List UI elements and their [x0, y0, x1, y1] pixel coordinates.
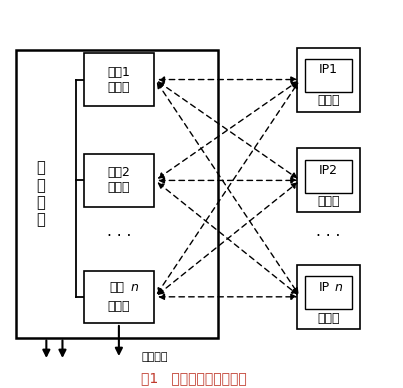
Bar: [305, 276, 351, 310]
Text: IP2: IP2: [319, 164, 338, 177]
Text: 包装器: 包装器: [317, 312, 340, 325]
Bar: [297, 148, 360, 213]
Bar: [84, 271, 154, 323]
Text: 策略2
状态机: 策略2 状态机: [108, 166, 130, 194]
Text: IP: IP: [319, 281, 330, 294]
Text: n: n: [130, 281, 138, 294]
Bar: [297, 265, 360, 329]
Text: 策略1
状态机: 策略1 状态机: [108, 66, 130, 94]
Bar: [84, 154, 154, 206]
Text: 包装器: 包装器: [317, 94, 340, 107]
Bar: [305, 59, 351, 92]
Text: · · ·: · · ·: [107, 229, 131, 244]
Text: n: n: [334, 281, 343, 294]
Text: · · ·: · · ·: [316, 229, 341, 244]
Bar: [305, 160, 351, 193]
Bar: [297, 47, 360, 112]
Text: 策略: 策略: [109, 281, 125, 294]
Text: 问题反馈: 问题反馈: [141, 352, 168, 362]
Text: 图1   策略检查架构示意图: 图1 策略检查架构示意图: [141, 371, 246, 385]
Bar: [16, 50, 218, 338]
Text: IP1: IP1: [319, 63, 338, 76]
Text: 包装器: 包装器: [317, 195, 340, 208]
Bar: [84, 53, 154, 106]
Text: 策
略
引
擎: 策 略 引 擎: [36, 160, 45, 228]
Text: 状态机: 状态机: [108, 300, 130, 313]
